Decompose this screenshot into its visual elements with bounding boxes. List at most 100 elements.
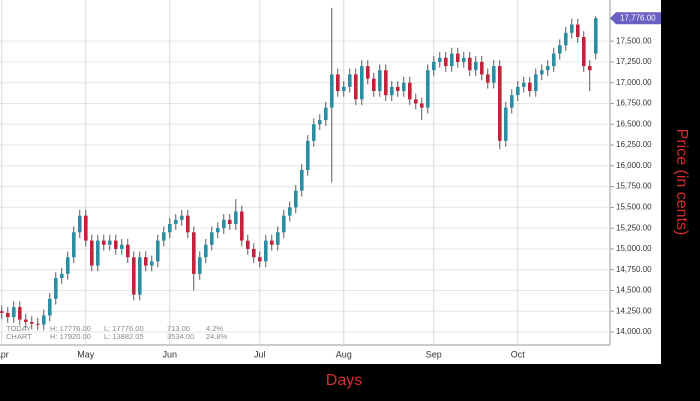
candle-body	[420, 103, 424, 108]
candle-body	[186, 215, 190, 233]
candle-body	[54, 278, 58, 299]
candle-body	[438, 57, 442, 62]
candle-body	[174, 219, 178, 224]
candle-body	[462, 57, 466, 62]
y-tick-label: 14,000.00	[616, 327, 652, 336]
candle-body	[126, 244, 130, 258]
info-text: CHART	[6, 332, 32, 341]
info-text: 4.2%	[206, 324, 223, 333]
candle-body	[228, 219, 232, 224]
candle-body	[426, 70, 430, 108]
candle-body	[24, 319, 28, 323]
candle-body	[564, 32, 568, 46]
candle-body	[360, 66, 364, 100]
x-tick-label: Jul	[254, 349, 266, 359]
candle-body	[324, 107, 328, 121]
candle-body	[378, 70, 382, 92]
candle-body	[222, 219, 226, 229]
candle-body	[492, 66, 496, 83]
candle-body	[540, 70, 544, 75]
info-text: L: 13882.05	[104, 332, 144, 341]
candle-body	[204, 244, 208, 258]
candle-body	[546, 66, 550, 71]
candle-body	[414, 99, 418, 104]
info-text: 713.00	[167, 324, 190, 333]
candle-body	[102, 240, 106, 245]
candle-body	[42, 315, 46, 325]
candle-body	[468, 57, 472, 71]
candle-body	[516, 86, 520, 96]
candle-body	[408, 82, 412, 100]
candle-body	[264, 240, 268, 262]
info-text: L: 17776.00	[104, 324, 144, 333]
y-tick-label: 15,000.00	[616, 244, 652, 253]
candle-body	[510, 95, 514, 108]
y-tick-label: 16,500.00	[616, 119, 652, 128]
candle-body	[78, 215, 82, 233]
candle-body	[528, 82, 532, 92]
candle-body	[30, 322, 34, 324]
x-tick-label: Sep	[426, 349, 442, 359]
candle-body	[216, 228, 220, 233]
candle-body	[270, 240, 274, 245]
candle-body	[168, 223, 172, 233]
candle-body	[486, 74, 490, 83]
y-tick-label: 15,750.00	[616, 182, 652, 191]
candle-body	[210, 232, 214, 245]
plot-background	[0, 0, 661, 364]
candle-body	[522, 82, 526, 87]
x-axis-label: Days	[326, 372, 362, 389]
candle-body	[384, 70, 388, 96]
candle-body	[114, 240, 118, 249]
candle-body	[138, 257, 142, 295]
candle-body	[0, 311, 4, 313]
candle-body	[312, 124, 316, 141]
candle-body	[66, 257, 70, 274]
y-tick-label: 17,000.00	[616, 78, 652, 87]
info-text: TODAY	[6, 324, 31, 333]
candle-body	[288, 207, 292, 216]
x-tick-label: Aug	[336, 349, 352, 359]
candle-body	[300, 169, 304, 191]
candle-body	[552, 53, 556, 67]
candle-body	[366, 66, 370, 79]
info-text: 3534.00	[167, 332, 194, 341]
y-tick-label: 14,250.00	[616, 306, 652, 315]
x-tick-label: Apr	[0, 349, 9, 359]
y-tick-label: 15,500.00	[616, 202, 652, 211]
info-text: 24.8%	[206, 332, 228, 341]
y-tick-label: 15,250.00	[616, 223, 652, 232]
y-tick-label: 14,750.00	[616, 265, 652, 274]
candle-body	[60, 273, 64, 279]
candle-body	[294, 190, 298, 208]
candle-body	[594, 18, 598, 54]
candle-body	[156, 240, 160, 262]
candle-body	[342, 86, 346, 92]
candle-body	[480, 61, 484, 75]
price-tag-label: 17,776.00	[620, 13, 656, 22]
candle-body	[18, 307, 22, 320]
candle-body	[504, 107, 508, 141]
y-tick-label: 16,000.00	[616, 161, 652, 170]
candle-body	[402, 82, 406, 92]
candle-body	[120, 244, 124, 249]
y-tick-label: 17,250.00	[616, 57, 652, 66]
y-tick-label: 16,250.00	[616, 140, 652, 149]
candle-body	[276, 232, 280, 245]
candle-body	[144, 257, 148, 266]
candle-body	[570, 24, 574, 33]
candle-body	[108, 240, 112, 245]
candle-body	[348, 74, 352, 87]
candle-body	[240, 211, 244, 241]
candle-body	[432, 61, 436, 71]
candle-body	[336, 74, 340, 92]
x-tick-label: Oct	[511, 349, 526, 359]
candle-body	[444, 57, 448, 67]
candle-body	[282, 215, 286, 233]
candle-body	[456, 53, 460, 62]
candle-body	[150, 261, 154, 266]
y-tick-label: 17,500.00	[616, 36, 652, 45]
candle-body	[192, 232, 196, 274]
price-tag	[610, 12, 661, 25]
